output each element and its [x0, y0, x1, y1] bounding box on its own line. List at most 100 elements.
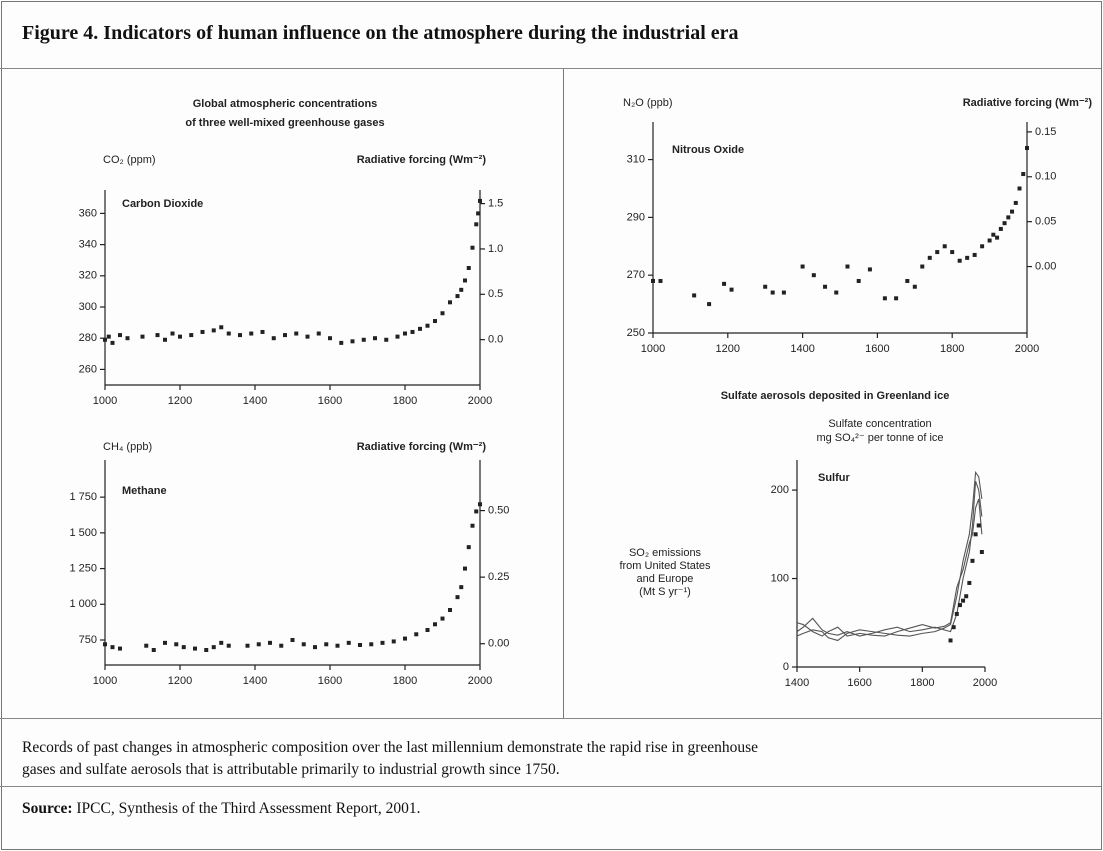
data-point — [801, 265, 805, 269]
data-point — [219, 641, 223, 645]
data-point — [141, 335, 145, 339]
data-point — [227, 332, 231, 336]
data-point — [868, 267, 872, 271]
data-point — [952, 625, 956, 629]
data-point — [204, 648, 208, 652]
y2-axis-label: Radiative forcing (Wm⁻²) — [357, 441, 487, 453]
data-point — [414, 632, 418, 636]
y2-tick-label: 0.00 — [1035, 260, 1056, 272]
y-axis-label: Sulfate concentration — [828, 418, 931, 430]
data-point — [1025, 146, 1029, 150]
y2-tick-label: 0.0 — [488, 334, 503, 346]
data-point — [118, 333, 122, 337]
data-point — [381, 641, 385, 645]
data-point — [974, 532, 978, 536]
data-point — [920, 265, 924, 269]
chart-title: Global atmospheric concentrations — [193, 98, 378, 110]
caption: Records of past changes in atmospheric c… — [22, 737, 782, 781]
data-point — [433, 622, 437, 626]
annotation: and Europe — [637, 573, 694, 585]
data-point — [201, 330, 205, 334]
data-point — [268, 641, 272, 645]
chart-title: of three well-mixed greenhouse gases — [185, 117, 384, 129]
data-point — [118, 647, 122, 651]
x-tick-label: 2000 — [468, 395, 492, 407]
data-point — [658, 279, 662, 283]
y-axis-label: CH₄ (ppb) — [103, 441, 152, 453]
data-point — [441, 617, 445, 621]
data-point — [189, 333, 193, 337]
data-point — [249, 332, 253, 336]
x-tick-label: 1800 — [940, 343, 964, 355]
data-point — [1003, 221, 1007, 225]
y-tick-label: 320 — [79, 270, 97, 282]
x-tick-label: 2000 — [468, 675, 492, 687]
data-line — [797, 472, 982, 640]
data-point — [193, 647, 197, 651]
data-point — [459, 585, 463, 589]
panel-label: Methane — [122, 485, 167, 497]
data-point — [463, 278, 467, 282]
x-tick-label: 1600 — [865, 343, 889, 355]
y2-tick-label: 1.0 — [488, 243, 503, 255]
data-point — [411, 330, 415, 334]
source-row: Source: IPCC, Synthesis of the Third Ass… — [22, 800, 421, 818]
data-point — [1021, 172, 1025, 176]
data-point — [103, 642, 107, 646]
y-tick-label: 1 000 — [69, 598, 97, 610]
x-tick-label: 1200 — [168, 395, 192, 407]
y2-tick-label: 1.5 — [488, 198, 503, 210]
data-point — [467, 545, 471, 549]
data-point — [771, 291, 775, 295]
data-point — [707, 302, 711, 306]
data-point — [152, 648, 156, 652]
y-tick-label: 1 500 — [69, 527, 97, 539]
data-point — [126, 336, 130, 340]
data-point — [433, 319, 437, 323]
y-tick-label: 290 — [627, 211, 645, 223]
data-point — [358, 643, 362, 647]
data-point — [324, 642, 328, 646]
data-point — [339, 341, 343, 345]
y-tick-label: 280 — [79, 332, 97, 344]
data-point — [156, 333, 160, 337]
data-point — [845, 265, 849, 269]
data-point — [448, 608, 452, 612]
panel-label: Nitrous Oxide — [672, 144, 744, 156]
data-point — [763, 285, 767, 289]
data-point — [935, 250, 939, 254]
x-tick-label: 1800 — [910, 677, 934, 689]
data-point — [163, 641, 167, 645]
data-point — [178, 335, 182, 339]
data-point — [456, 294, 460, 298]
y-tick-label: 200 — [771, 484, 789, 496]
source-text: IPCC, Synthesis of the Third Assessment … — [76, 800, 420, 817]
y2-tick-label: 0.00 — [488, 638, 509, 650]
data-point — [977, 523, 981, 527]
y2-tick-label: 0.15 — [1035, 126, 1056, 138]
data-point — [227, 644, 231, 648]
data-point — [722, 282, 726, 286]
data-point — [317, 332, 321, 336]
data-point — [384, 338, 388, 342]
y2-tick-label: 0.50 — [488, 504, 509, 516]
data-point — [730, 288, 734, 292]
annotation: SO₂ emissions — [629, 547, 702, 559]
data-point — [692, 293, 696, 297]
data-point — [272, 336, 276, 340]
data-point — [212, 645, 216, 649]
data-point — [476, 211, 480, 215]
data-point — [834, 291, 838, 295]
data-point — [970, 559, 974, 563]
data-point — [961, 599, 965, 603]
data-point — [980, 550, 984, 554]
data-point — [894, 296, 898, 300]
data-point — [403, 637, 407, 641]
data-point — [283, 333, 287, 337]
data-point — [107, 335, 111, 339]
data-point — [857, 279, 861, 283]
data-point — [144, 644, 148, 648]
x-tick-label: 1800 — [393, 395, 417, 407]
y-tick-label: 1 250 — [69, 562, 97, 574]
data-point — [812, 273, 816, 277]
